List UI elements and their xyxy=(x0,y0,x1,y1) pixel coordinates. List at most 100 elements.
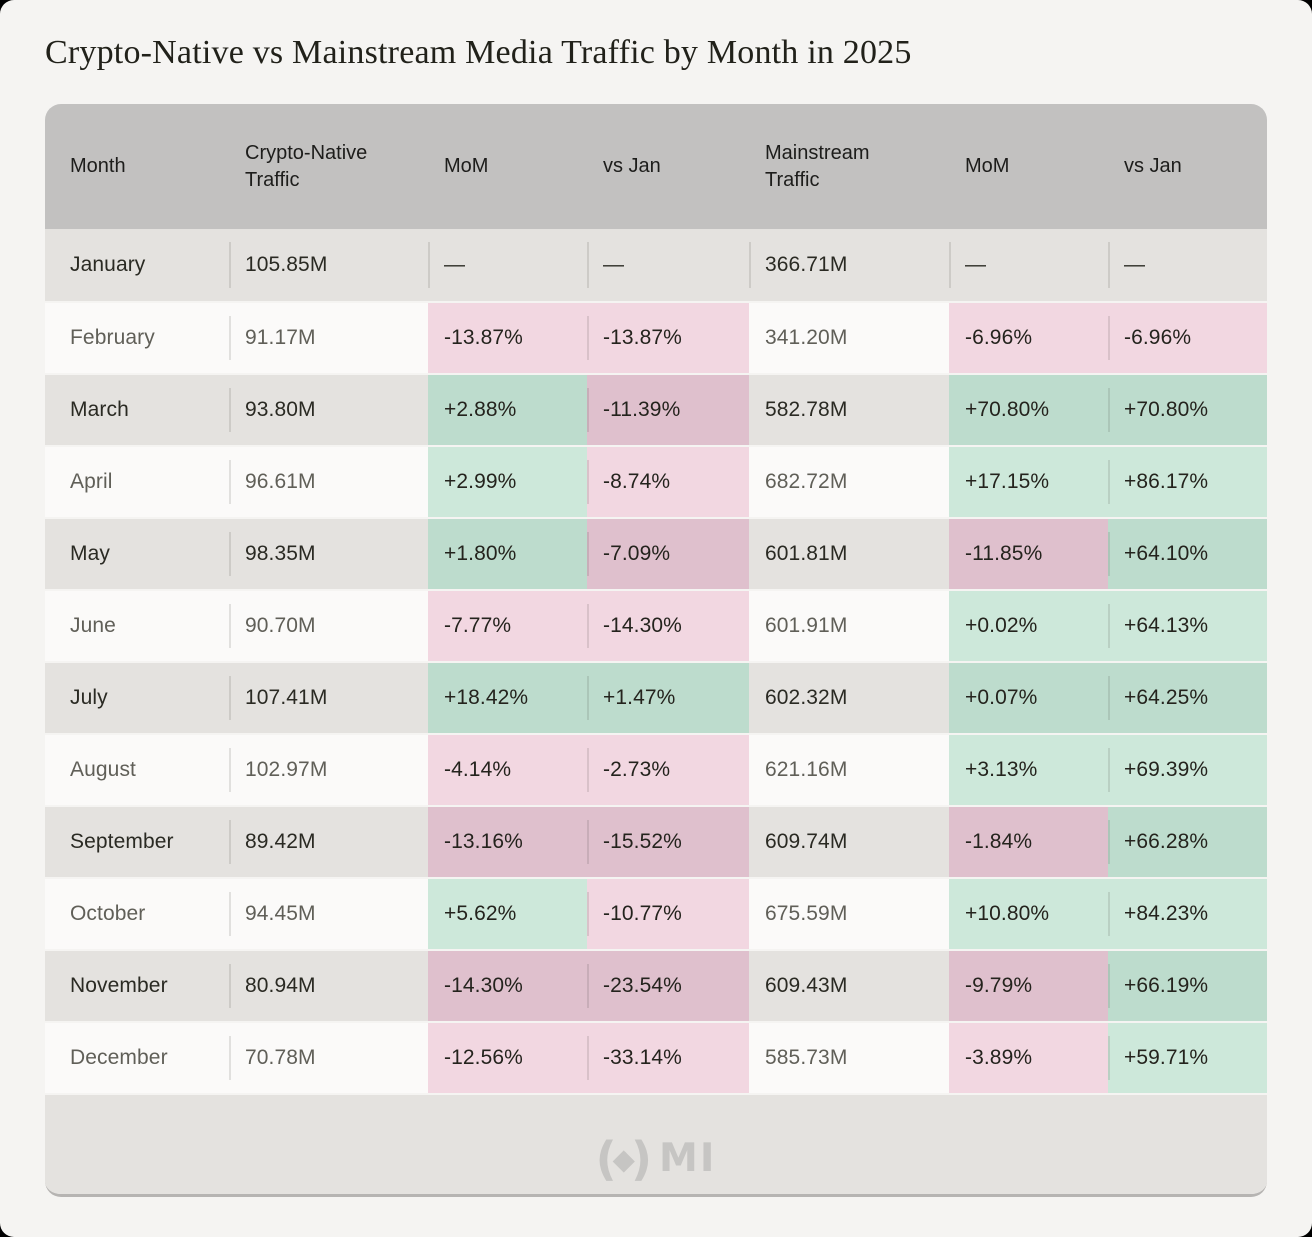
table-row: February 91.17M -13.87% -13.87% 341.20M -6.96… xyxy=(45,301,1267,373)
value-cell: +17.15% xyxy=(949,447,1108,517)
value-cell: -7.09% xyxy=(587,519,749,589)
value-cell: 94.45M xyxy=(229,879,428,949)
value-cell: 89.42M xyxy=(229,807,428,877)
header-cell-0: Month xyxy=(70,155,126,178)
table-row: July 107.41M +18.42% +1.47% 602.32M +0.07% +64… xyxy=(45,661,1267,733)
header-cell-2: MoM xyxy=(444,155,489,178)
value-cell: -33.14% xyxy=(587,1023,749,1093)
value-cell: +66.28% xyxy=(1108,807,1267,877)
value-cell: -11.39% xyxy=(587,375,749,445)
value-cell: +0.07% xyxy=(949,663,1108,733)
month-cell: January xyxy=(70,253,146,276)
month-cell: February xyxy=(70,326,155,349)
value-cell: 91.17M xyxy=(229,303,428,373)
value-cell: -6.96% xyxy=(1108,303,1267,373)
value-cell: +66.19% xyxy=(1108,951,1267,1021)
value-cell: -7.77% xyxy=(428,591,587,661)
month-cell: June xyxy=(70,614,116,637)
table-row: June 90.70M -7.77% -14.30% 601.91M +0.02% +64.… xyxy=(45,589,1267,661)
value-cell: -9.79% xyxy=(949,951,1108,1021)
value-cell: 609.43M xyxy=(765,974,848,997)
value-cell: -14.30% xyxy=(428,951,587,1021)
value-cell: — xyxy=(949,229,1108,301)
page-title: Crypto-Native vs Mainstream Media Traffi… xyxy=(45,34,912,71)
value-cell: 609.74M xyxy=(765,830,848,853)
value-cell: — xyxy=(587,229,749,301)
month-cell: November xyxy=(70,974,168,997)
value-cell: +84.23% xyxy=(1108,879,1267,949)
header-cell-3: vs Jan xyxy=(603,155,661,178)
value-cell: 102.97M xyxy=(229,735,428,805)
table-row: September 89.42M -13.16% -15.52% 609.74M -1.8… xyxy=(45,805,1267,877)
value-cell: 70.78M xyxy=(229,1023,428,1093)
value-cell: -4.14% xyxy=(428,735,587,805)
value-cell: -3.89% xyxy=(949,1023,1108,1093)
value-cell: -10.77% xyxy=(587,879,749,949)
value-cell: -1.84% xyxy=(949,807,1108,877)
value-cell: +2.88% xyxy=(428,375,587,445)
value-cell: 675.59M xyxy=(765,902,848,925)
table-row: October 94.45M +5.62% -10.77% 675.59M +10.80%… xyxy=(45,877,1267,949)
value-cell: 366.71M xyxy=(749,229,949,301)
brand-logo: ( ◆ ) MI xyxy=(595,1132,717,1187)
value-cell: +64.25% xyxy=(1108,663,1267,733)
value-cell: +70.80% xyxy=(949,375,1108,445)
value-cell: -13.87% xyxy=(428,303,587,373)
value-cell: 621.16M xyxy=(765,758,848,781)
traffic-table: Month Crypto-Native Traffic MoM vs Jan Mains… xyxy=(45,104,1267,1197)
value-cell: 341.20M xyxy=(765,326,848,349)
month-cell: October xyxy=(70,902,146,925)
month-cell: March xyxy=(70,398,129,421)
value-cell: -8.74% xyxy=(587,447,749,517)
value-cell: -13.16% xyxy=(428,807,587,877)
value-cell: -12.56% xyxy=(428,1023,587,1093)
value-cell: — xyxy=(428,229,587,301)
month-cell: August xyxy=(70,758,136,781)
value-cell: +64.10% xyxy=(1108,519,1267,589)
value-cell: — xyxy=(1108,229,1267,301)
value-cell: -23.54% xyxy=(587,951,749,1021)
value-cell: +1.80% xyxy=(428,519,587,589)
value-cell: 90.70M xyxy=(229,591,428,661)
table-row: May 98.35M +1.80% -7.09% 601.81M -11.85% +64.1… xyxy=(45,517,1267,589)
value-cell: 105.85M xyxy=(229,229,428,301)
value-cell: -13.87% xyxy=(587,303,749,373)
value-cell: +86.17% xyxy=(1108,447,1267,517)
value-cell: +59.71% xyxy=(1108,1023,1267,1093)
value-cell: -11.85% xyxy=(949,519,1108,589)
table-footer: ( ◆ ) MI xyxy=(45,1093,1267,1194)
table-row: April 96.61M +2.99% -8.74% 682.72M +17.15% +86… xyxy=(45,445,1267,517)
month-cell: December xyxy=(70,1046,168,1069)
value-cell: +64.13% xyxy=(1108,591,1267,661)
logo-paren-open-glyph: ( xyxy=(595,1132,617,1187)
value-cell: +1.47% xyxy=(587,663,749,733)
month-cell: May xyxy=(70,542,110,565)
value-cell: 96.61M xyxy=(229,447,428,517)
table-body: January 105.85M — —366.71M — — February 91.17M -… xyxy=(45,229,1267,1093)
value-cell: 98.35M xyxy=(229,519,428,589)
value-cell: 582.78M xyxy=(765,398,848,421)
logo-paren-close-glyph: ) xyxy=(630,1132,653,1187)
month-cell: September xyxy=(70,830,174,853)
value-cell: +0.02% xyxy=(949,591,1108,661)
logo-wordmark: MI xyxy=(659,1136,717,1181)
value-cell: +3.13% xyxy=(949,735,1108,805)
value-cell: +2.99% xyxy=(428,447,587,517)
value-cell: -2.73% xyxy=(587,735,749,805)
table-row: November 80.94M -14.30% -23.54% 609.43M -9.79… xyxy=(45,949,1267,1021)
value-cell: +10.80% xyxy=(949,879,1108,949)
header-cell-5: MoM xyxy=(965,155,1010,178)
value-cell: -6.96% xyxy=(949,303,1108,373)
month-cell: July xyxy=(70,686,108,709)
table-header-row: Month Crypto-Native Traffic MoM vs Jan Mains… xyxy=(45,104,1267,229)
value-cell: 585.73M xyxy=(765,1046,848,1069)
value-cell: +69.39% xyxy=(1108,735,1267,805)
table-row: August 102.97M -4.14% -2.73% 621.16M +3.13% +6… xyxy=(45,733,1267,805)
table-row: March 93.80M +2.88% -11.39% 582.78M +70.80% +7… xyxy=(45,373,1267,445)
value-cell: -14.30% xyxy=(587,591,749,661)
value-cell: -15.52% xyxy=(587,807,749,877)
header-cell-1: Crypto-Native Traffic xyxy=(245,142,368,191)
logo-diamond-icon: ◆ xyxy=(612,1141,635,1176)
value-cell: 80.94M xyxy=(229,951,428,1021)
